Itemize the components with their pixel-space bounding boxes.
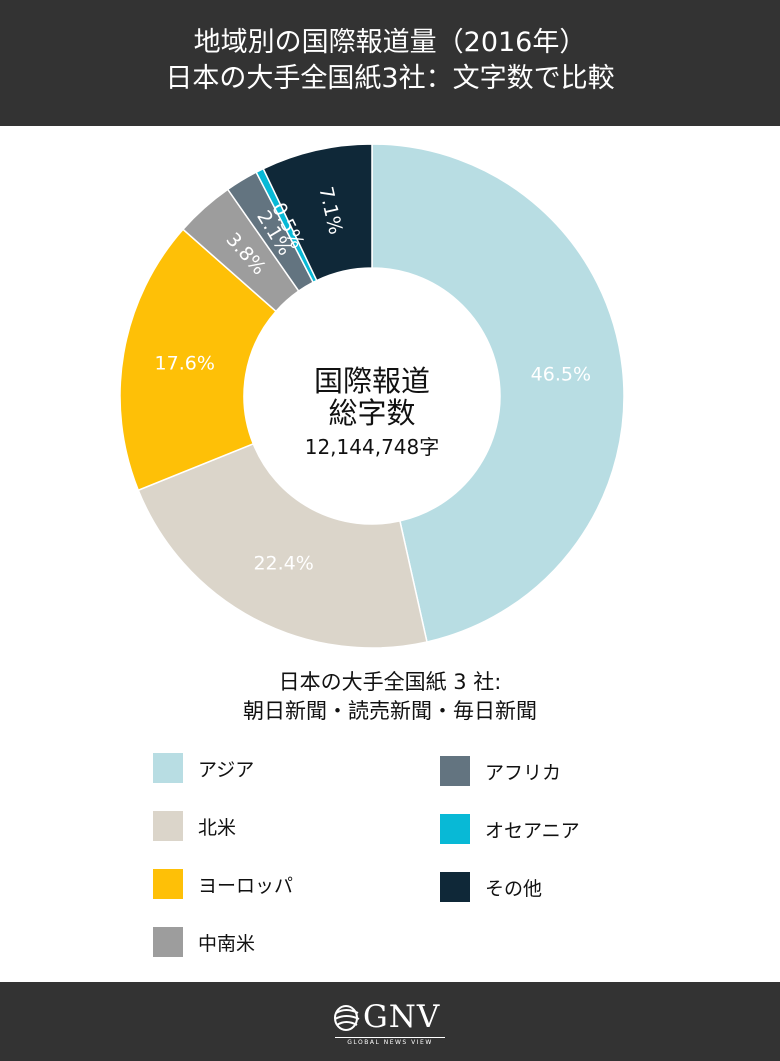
chart-subtitle: 日本の大手全国紙3社：文字数で比較 — [165, 63, 615, 94]
footer-banner: GNV GLOBAL NEWS VIEW — [0, 982, 780, 1061]
legend-swatch — [153, 869, 183, 899]
legend-label: その他 — [485, 878, 543, 900]
legend-swatch — [153, 753, 183, 783]
slice-other — [262, 143, 373, 282]
globe-icon — [334, 1005, 360, 1031]
slice-label-europe: 17.6% — [155, 352, 215, 374]
center-label-subtitle: 総字数 — [328, 396, 415, 430]
logo-tagline: GLOBAL NEWS VIEW — [335, 1037, 445, 1046]
legend-swatch — [153, 927, 183, 957]
legend-swatch — [440, 872, 470, 902]
slice-label-asia: 46.5% — [531, 364, 591, 386]
legend-label: アジア — [198, 759, 255, 781]
slice-label-north-america: 22.4% — [253, 553, 313, 575]
legend-swatch — [153, 811, 183, 841]
slice-north-america — [137, 442, 428, 649]
donut-slices — [119, 143, 625, 649]
donut-center-labels: 国際報道 総字数 12,144,748字 — [305, 364, 440, 459]
legend-label: 中南米 — [198, 933, 256, 955]
chart-title: 地域別の国際報道量（2016年） — [193, 27, 587, 58]
legend-label: ヨーロッパ — [198, 875, 294, 897]
center-label-title: 国際報道 — [314, 364, 430, 398]
center-label-total: 12,144,748字 — [305, 435, 440, 459]
slice-asia — [371, 143, 625, 643]
gnv-logo: GNV GLOBAL NEWS VIEW — [333, 999, 447, 1049]
legend-swatch — [440, 814, 470, 844]
newspapers-note-names: 朝日新聞・読売新聞・毎日新聞 — [243, 699, 537, 723]
header-banner: 地域別の国際報道量（2016年） 日本の大手全国紙3社：文字数で比較 — [0, 0, 780, 126]
donut-chart: 46.5%22.4%17.6%3.8%2.1%0.5% 7.1% 国際報道 総字数… — [119, 143, 625, 649]
slice-europe — [119, 228, 278, 492]
newspapers-note-heading: 日本の大手全国紙 3 社: — [278, 670, 502, 694]
logo-wordmark: GNV — [363, 999, 441, 1035]
legend-label: オセアニア — [485, 820, 580, 842]
legend-swatch — [440, 756, 470, 786]
legend-label: アフリカ — [485, 762, 562, 784]
legend-label: 北米 — [198, 817, 237, 839]
